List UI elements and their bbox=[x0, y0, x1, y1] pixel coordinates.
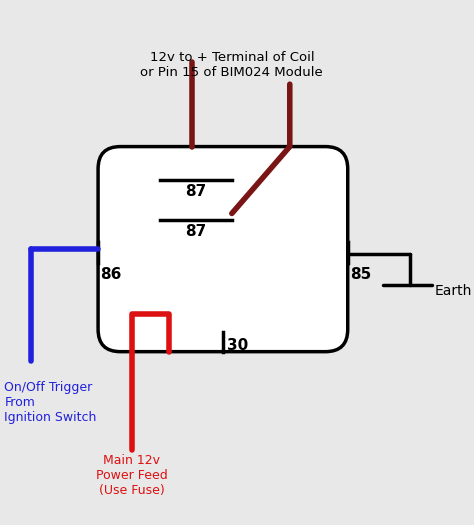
Text: 87: 87 bbox=[185, 184, 207, 199]
Text: 85: 85 bbox=[350, 267, 371, 282]
Text: 12v to + Terminal of Coil
or Pin 15 of BIM024 Module: 12v to + Terminal of Coil or Pin 15 of B… bbox=[140, 51, 323, 79]
Text: 86: 86 bbox=[100, 267, 122, 282]
FancyBboxPatch shape bbox=[98, 146, 348, 352]
Text: Main 12v
Power Feed
(Use Fuse): Main 12v Power Feed (Use Fuse) bbox=[96, 454, 167, 497]
Text: Earth: Earth bbox=[435, 285, 472, 299]
Text: 87: 87 bbox=[185, 224, 207, 239]
Text: 30: 30 bbox=[228, 338, 248, 353]
Text: On/Off Trigger
From
Ignition Switch: On/Off Trigger From Ignition Switch bbox=[4, 381, 97, 424]
